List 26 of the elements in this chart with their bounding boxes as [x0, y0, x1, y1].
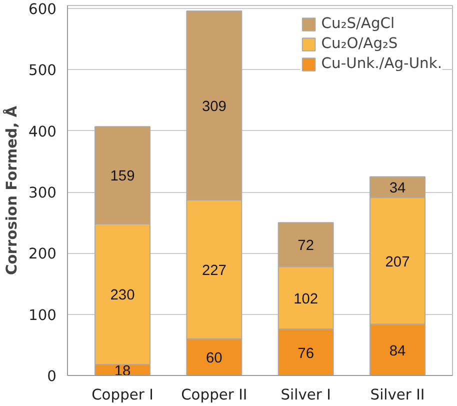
- data-label: 72: [298, 238, 314, 254]
- y-tick-label: 500: [28, 62, 57, 80]
- data-label: 159: [110, 168, 135, 185]
- legend-label: Cu₂S/AgCl: [321, 15, 395, 32]
- y-tick-label: 600: [28, 1, 57, 18]
- y-tick-label: 100: [28, 306, 57, 324]
- data-label: 230: [110, 288, 135, 304]
- data-label: 84: [389, 343, 406, 360]
- y-tick-label: 200: [28, 246, 57, 263]
- data-label: 309: [202, 98, 226, 115]
- legend-label: Cu₂O/Ag₂S: [321, 35, 398, 52]
- x-tick-label: Silver I: [280, 386, 331, 404]
- x-tick-label: Copper I: [92, 386, 154, 404]
- x-tick-label: Silver II: [370, 386, 425, 404]
- data-label: 227: [202, 262, 226, 279]
- data-label: 60: [206, 350, 222, 367]
- data-label: 207: [385, 254, 410, 270]
- y-axis-title: Corrosion Formed, Å: [2, 105, 21, 276]
- y-tick-label: 300: [28, 184, 57, 202]
- data-label: 34: [389, 180, 406, 197]
- y-tick-label: 0: [47, 368, 57, 385]
- data-label: 76: [298, 346, 314, 362]
- legend-label: Cu-Unk./Ag-Unk.: [321, 55, 442, 72]
- data-label: 102: [294, 291, 318, 308]
- x-tick-label: Copper II: [181, 386, 248, 404]
- y-tick-label: 400: [28, 123, 57, 140]
